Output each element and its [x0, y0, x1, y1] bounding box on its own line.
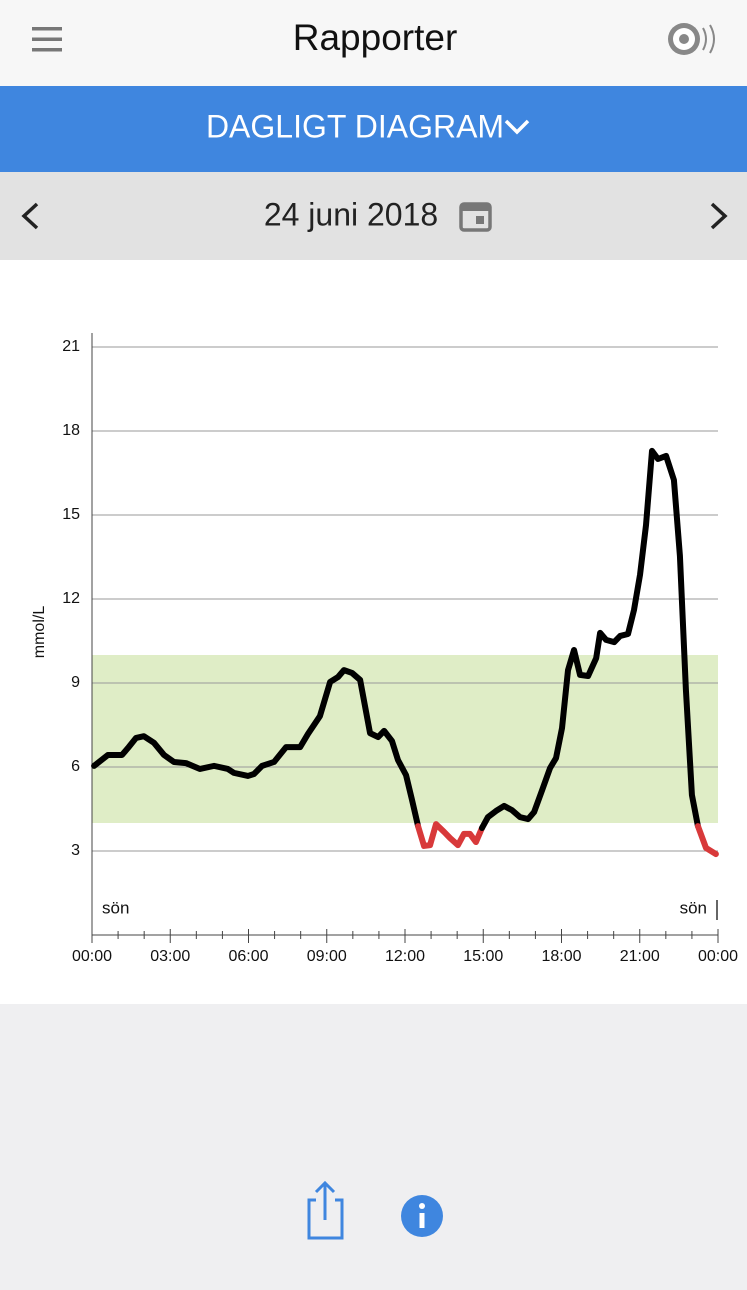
previous-day[interactable]	[21, 202, 39, 230]
top-bar: Rapporter	[0, 0, 747, 86]
date-graphics: 24 juni 2018	[21, 196, 728, 232]
x-tick-label: 15:00	[463, 948, 503, 965]
glucose-line	[478, 447, 701, 832]
x-tick-label: 21:00	[620, 948, 660, 965]
tab-graphics: DAGLIGT DIAGRAM	[206, 108, 530, 144]
day-annotation: sön	[102, 898, 129, 917]
y-tick-label: 9	[71, 674, 80, 691]
y-tick-label: 3	[71, 842, 80, 859]
y-tick-label: 18	[62, 422, 80, 439]
glucose-line	[91, 667, 422, 830]
x-tick-label: 12:00	[385, 948, 425, 965]
report-selector[interactable]: DAGLIGT DIAGRAM	[206, 108, 504, 144]
tab-bar: DAGLIGT DIAGRAM	[0, 86, 747, 172]
glucose-line-low	[694, 823, 719, 858]
x-tick-label: 09:00	[307, 948, 347, 965]
page-title: Rapporter	[293, 17, 458, 58]
glucose-line-low	[415, 821, 485, 849]
next-day[interactable]	[710, 202, 728, 230]
menu-button[interactable]	[32, 27, 62, 52]
share-button[interactable]	[307, 1180, 344, 1240]
bottom-actions	[307, 1180, 443, 1240]
chart-panel: mmol/L sön sön 3 6 9 12 15 18 21 00:00 03:00 06:0…	[0, 260, 747, 1004]
top-bar-graphics: Rapporter	[32, 17, 715, 58]
target-range	[92, 655, 718, 823]
y-tick-label: 15	[62, 506, 80, 523]
y-tick-label: 21	[62, 338, 80, 355]
x-tick-label: 03:00	[150, 948, 190, 965]
day-annotation: sön	[680, 898, 707, 917]
x-tick-label: 00:00	[698, 948, 738, 965]
calendar-button[interactable]	[459, 202, 492, 232]
x-tick-label: 00:00	[72, 948, 112, 965]
date-label: 24 juni 2018	[264, 196, 438, 232]
y-tick-label: 6	[71, 758, 80, 775]
y-axis-label: mmol/L	[31, 606, 48, 659]
y-tick-label: 12	[62, 590, 80, 607]
date-bar: 24 juni 2018	[0, 172, 747, 260]
info-button[interactable]	[401, 1195, 443, 1237]
x-tick-label: 18:00	[541, 948, 581, 965]
chart: mmol/L sön sön 3 6 9 12 15 18 21 00:00 03:00 06:0…	[31, 333, 738, 965]
sensor-button[interactable]	[668, 23, 715, 55]
x-tick-label: 06:00	[228, 948, 268, 965]
dropdown-icon[interactable]	[504, 119, 530, 135]
